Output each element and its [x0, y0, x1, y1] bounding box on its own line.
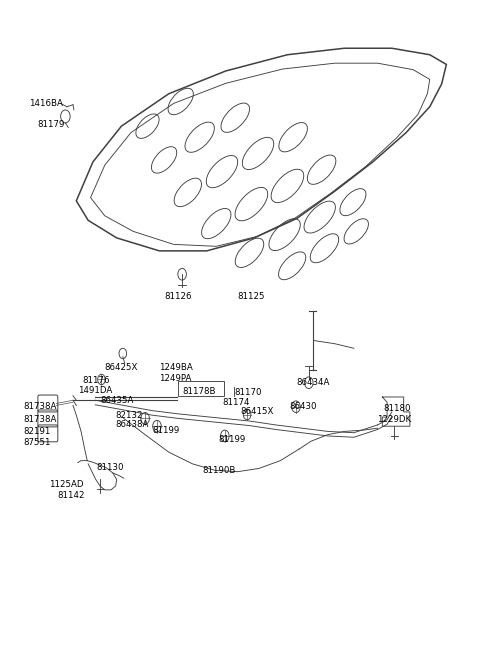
Text: 81126: 81126 — [164, 292, 192, 301]
Text: 81176: 81176 — [83, 376, 110, 385]
Text: 81199: 81199 — [152, 426, 180, 435]
Text: 1249PA: 1249PA — [159, 373, 192, 383]
Text: 81130: 81130 — [96, 462, 124, 472]
Text: 86430: 86430 — [290, 402, 317, 411]
Text: 81199: 81199 — [219, 436, 246, 444]
Text: 86438A: 86438A — [116, 421, 149, 430]
Text: 1125AD: 1125AD — [49, 480, 84, 489]
Text: 81142: 81142 — [57, 491, 85, 500]
Text: 82191: 82191 — [23, 427, 50, 436]
Text: 86425X: 86425X — [105, 364, 138, 372]
Text: 86415X: 86415X — [240, 407, 274, 417]
Text: 81174: 81174 — [222, 398, 250, 407]
Text: 1229DK: 1229DK — [377, 415, 411, 424]
Text: 82132: 82132 — [116, 411, 143, 420]
Text: 1249BA: 1249BA — [159, 364, 193, 372]
Text: 81125: 81125 — [238, 292, 265, 301]
Text: 86434A: 86434A — [296, 378, 329, 387]
Text: 81190B: 81190B — [202, 466, 235, 475]
Text: 87551: 87551 — [23, 438, 51, 447]
Text: 1491DA: 1491DA — [78, 386, 112, 395]
Text: 81738A: 81738A — [23, 402, 57, 411]
Text: 81738A: 81738A — [23, 415, 57, 424]
Text: 81179: 81179 — [37, 121, 64, 130]
Text: 1416BA: 1416BA — [29, 99, 63, 108]
Text: 81180: 81180 — [384, 404, 411, 413]
Text: 81170: 81170 — [234, 388, 262, 397]
Text: 81178B: 81178B — [182, 386, 216, 396]
Text: 86435A: 86435A — [100, 396, 133, 405]
